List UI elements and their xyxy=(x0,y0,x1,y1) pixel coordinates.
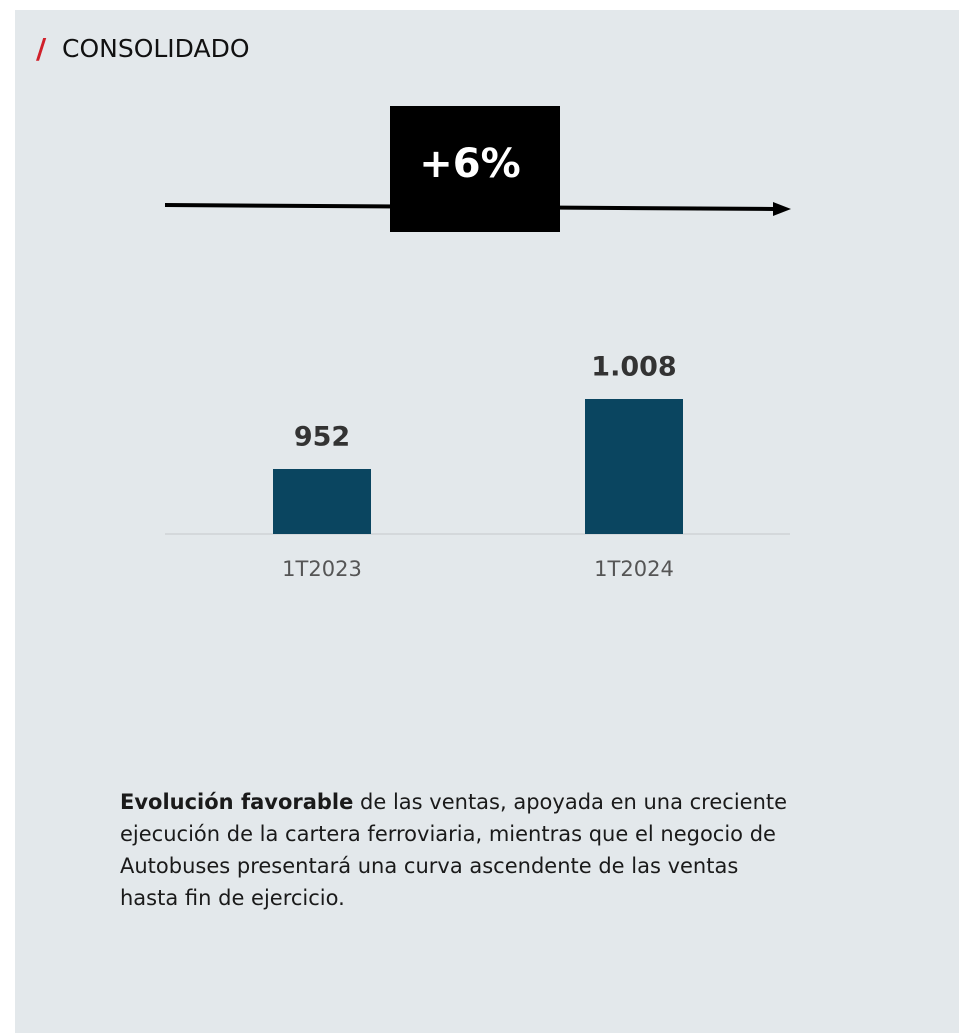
annotation: +6% xyxy=(419,141,520,187)
chart-title: CONSOLIDADO xyxy=(62,34,250,63)
x-tick-label: 1T2023 xyxy=(282,557,362,581)
value-label: 1.008 xyxy=(591,352,676,383)
description: Evolución favorable de las ventas, apoya… xyxy=(120,786,790,914)
annotation-box xyxy=(390,106,560,232)
x-tick-label: 1T2024 xyxy=(594,557,674,581)
bar xyxy=(585,399,683,534)
description-text: de las ventas, apoyada en una creciente … xyxy=(120,790,788,910)
arrow-head xyxy=(773,202,791,216)
value-label: 952 xyxy=(294,422,350,453)
title-slash: / xyxy=(36,32,47,65)
description-bold: Evolución favorable xyxy=(120,790,354,814)
bar xyxy=(273,469,371,534)
